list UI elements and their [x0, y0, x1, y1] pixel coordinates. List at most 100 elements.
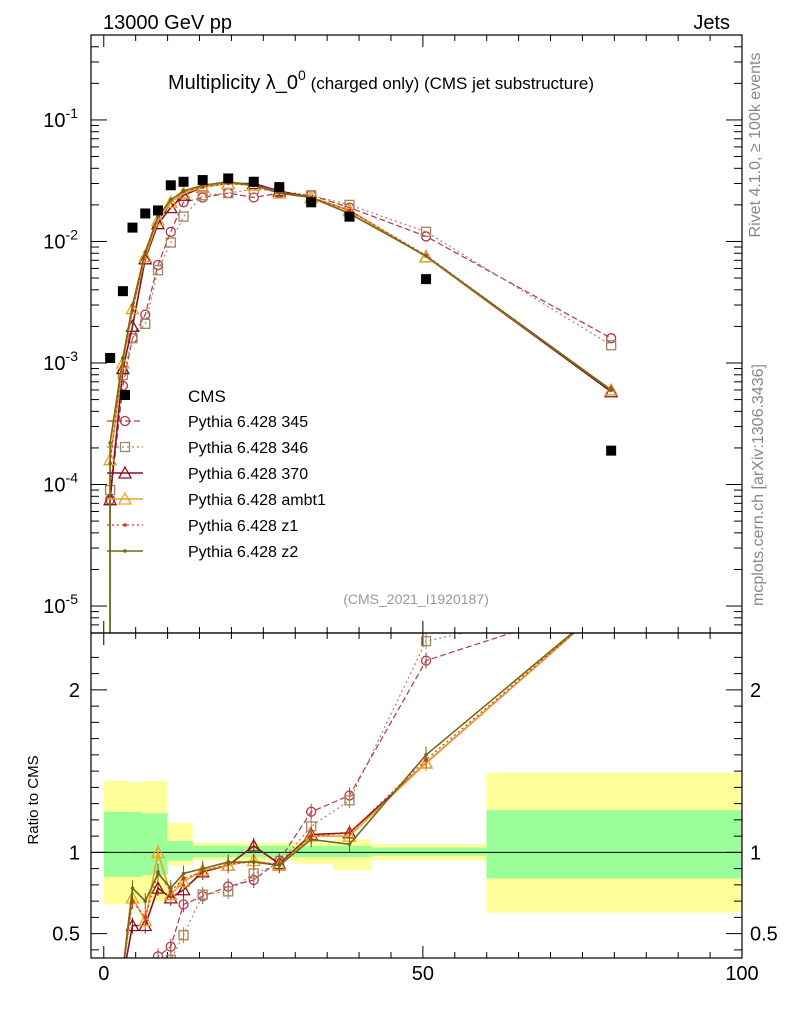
- cms-data-points: [105, 173, 617, 456]
- ratio-point: [156, 871, 160, 876]
- inner-band-bin: [333, 845, 372, 858]
- series-line: [109, 182, 612, 633]
- ratio-point: [106, 986, 115, 995]
- x-tick-label: 0: [98, 963, 109, 985]
- ratio-point: [178, 899, 189, 910]
- ratio-tick-label: 1: [69, 842, 80, 864]
- inner-band-bin: [218, 845, 245, 858]
- ratio-pythia-6-428-z2: [123, 599, 613, 958]
- series-point: [181, 189, 186, 193]
- ratio-frame: [90, 632, 743, 959]
- legend-label: Pythia 6.428 346: [188, 440, 308, 457]
- rivet-version-label: Rivet 4.1.0, ≥ 100k events: [747, 53, 764, 238]
- y-tick-label: 10-2: [43, 226, 78, 253]
- cms-point: [248, 176, 259, 187]
- ratio-tick-label-right: 1: [750, 842, 761, 864]
- ratio-point: [420, 635, 432, 647]
- ratio-point: [104, 985, 116, 996]
- series-point: [197, 190, 208, 201]
- ratio-point: [176, 882, 191, 896]
- legend-label: Pythia 6.428 345: [188, 414, 308, 431]
- series-point: [150, 212, 166, 226]
- series-point: [604, 384, 619, 398]
- ratio-axis-label: Ratio to CMS: [25, 755, 42, 844]
- series-line: [109, 192, 612, 633]
- ratio-tick-label-right: 2: [750, 680, 761, 702]
- series-point: [420, 226, 432, 237]
- ratio-uncertainty-bands: [91, 772, 742, 913]
- series-point: [424, 254, 428, 258]
- cms-point: [421, 274, 432, 285]
- series-point: [168, 198, 173, 202]
- series-point: [347, 208, 352, 213]
- plot-frames: [90, 34, 743, 959]
- ratio-point: [306, 806, 317, 817]
- cms-point: [197, 175, 208, 186]
- ratio-point: [121, 968, 125, 972]
- inner-band-bin: [167, 841, 194, 861]
- ratio-point: [605, 595, 617, 606]
- ratio-point: [607, 596, 616, 605]
- legend-marker: [119, 415, 131, 427]
- legend-label: Pythia 6.428 370: [188, 466, 308, 483]
- ratio-point: [176, 874, 191, 888]
- series-line: [109, 182, 612, 633]
- legend-marker-cms: [120, 390, 130, 400]
- ratio-tick-label-right: 0.5: [750, 924, 778, 946]
- series-point: [138, 251, 153, 265]
- ratio-point: [418, 755, 434, 769]
- ratio-point: [181, 871, 186, 876]
- ratio-point: [609, 599, 613, 603]
- inner-band-bin: [371, 847, 487, 856]
- ratio-point: [226, 860, 231, 864]
- ratio-point: [605, 595, 617, 606]
- ratio-point: [106, 986, 115, 995]
- ratio-point: [143, 899, 148, 903]
- cms-point: [344, 211, 355, 222]
- series-point: [156, 214, 160, 219]
- ratio-point: [150, 880, 166, 894]
- ratio-point: [118, 983, 127, 992]
- series-point: [604, 382, 619, 396]
- ratio-point: [178, 930, 189, 941]
- series-pythia-6-428-z2: [108, 179, 613, 633]
- series-point: [121, 356, 125, 360]
- ratio-point: [143, 915, 148, 920]
- inner-band-bin: [269, 845, 296, 858]
- series-line: [109, 188, 612, 633]
- legend-marker: [119, 441, 131, 453]
- inner-band-bin: [103, 811, 117, 877]
- inner-band-bin: [116, 811, 130, 877]
- x-tick-label: 100: [725, 963, 758, 985]
- cms-point: [223, 173, 234, 184]
- cms-point: [274, 182, 285, 193]
- ratio-line: [123, 633, 575, 958]
- series-point: [140, 318, 151, 329]
- cms-point: [105, 352, 116, 363]
- legend-marker: [123, 549, 127, 553]
- ratio-point: [118, 978, 127, 987]
- legend: CMS Pythia 6.428 345 Pythia 6.428 346 Pythi…: [107, 387, 326, 561]
- series-point: [178, 211, 189, 222]
- ratio-point: [117, 972, 129, 983]
- mc-series: [103, 176, 619, 996]
- legend-label: Pythia 6.428 ambt1: [188, 492, 326, 509]
- cms-point: [127, 222, 138, 233]
- analysis-id-label: (CMS_2021_I1920187): [343, 591, 489, 607]
- ratio-point: [607, 596, 616, 605]
- inner-band-bin: [154, 813, 168, 876]
- cms-point: [306, 197, 317, 208]
- energy-label: 13000 GeV pp: [103, 12, 232, 34]
- ratio-point: [197, 889, 208, 900]
- process-label: Jets: [693, 12, 730, 34]
- series-pythia-6-428-z1: [108, 181, 613, 633]
- ratio-point: [424, 753, 428, 757]
- legend-label-cms: CMS: [188, 387, 226, 406]
- ratio-point: [128, 986, 137, 995]
- series-pythia-6-428-370: [103, 176, 619, 633]
- chart-title: Multiplicity λ_00 (charged only) (CMS je…: [168, 67, 594, 94]
- cms-point: [606, 445, 617, 456]
- ratio-point: [152, 951, 164, 958]
- inner-band-bin: [129, 811, 143, 877]
- ratio-point: [168, 886, 173, 890]
